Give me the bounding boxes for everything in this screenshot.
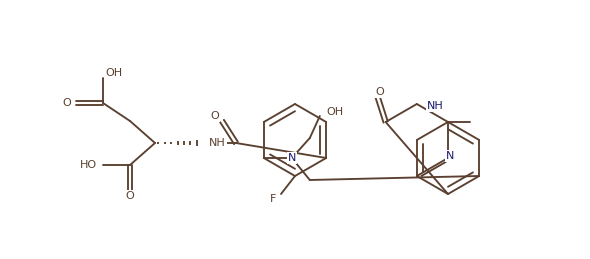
Text: N: N: [288, 153, 296, 163]
Text: OH: OH: [327, 107, 344, 117]
Text: NH: NH: [209, 138, 226, 148]
Text: O: O: [63, 98, 71, 108]
Text: OH: OH: [105, 68, 122, 78]
Text: N: N: [446, 151, 454, 161]
Text: O: O: [375, 87, 384, 97]
Text: NH: NH: [427, 101, 444, 111]
Text: F: F: [270, 194, 276, 204]
Text: HO: HO: [80, 160, 97, 170]
Text: O: O: [126, 191, 135, 201]
Text: O: O: [210, 111, 219, 121]
